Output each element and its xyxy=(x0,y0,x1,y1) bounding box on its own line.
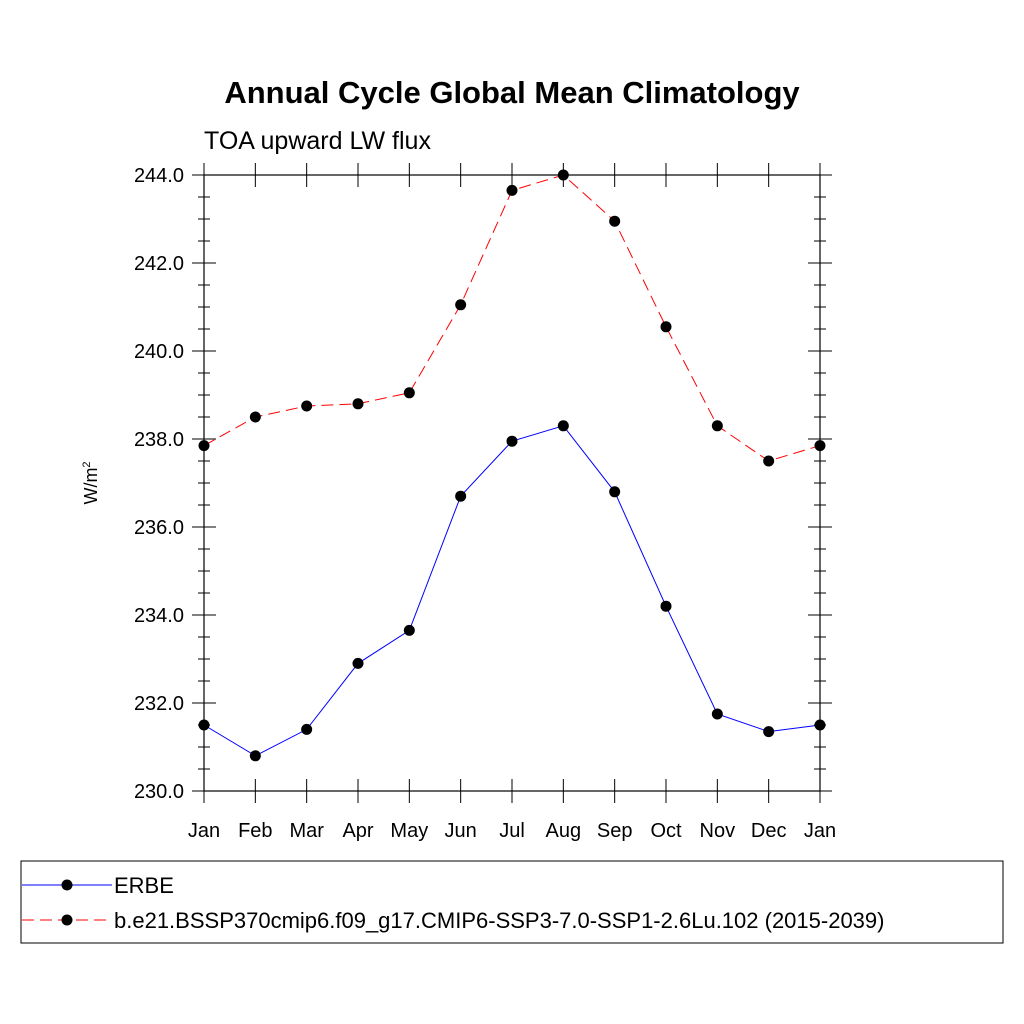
y-tick-label: 240.0 xyxy=(134,341,184,363)
x-tick-label: Jan xyxy=(804,820,836,842)
axis-ticks xyxy=(192,163,832,803)
x-tick-labels: Jan Feb Mar Apr May Jun Jul Aug Sep Oct Nov Dec Jan xyxy=(188,820,836,842)
chart-subtitle: TOA upward LW flux xyxy=(204,127,431,155)
x-tick-label: Aug xyxy=(546,820,582,842)
data-point-series-1 xyxy=(301,723,313,735)
y-tick-label: 232.0 xyxy=(134,693,184,715)
y-tick-label: 230.0 xyxy=(134,781,184,803)
y-axis-label-unit: W/m xyxy=(81,468,101,505)
series-line-2 xyxy=(203,174,821,462)
data-point-series-1 xyxy=(711,708,723,720)
chart-title: Annual Cycle Global Mean Climatology xyxy=(224,75,800,110)
data-point-series-2 xyxy=(557,169,569,181)
data-point-series-2 xyxy=(711,420,723,432)
data-point-series-1 xyxy=(814,719,826,731)
data-point-series-2 xyxy=(814,440,826,452)
data-point-series-1 xyxy=(352,657,364,669)
data-point-series-2 xyxy=(301,400,313,412)
legend-box xyxy=(20,860,1004,944)
data-point-series-1 xyxy=(249,750,261,762)
y-tick-label: 244.0 xyxy=(134,165,184,187)
data-point-series-1 xyxy=(557,420,569,432)
y-tick-label: 238.0 xyxy=(134,429,184,451)
data-point-series-1 xyxy=(609,486,621,498)
legend-marker-1 xyxy=(61,879,73,891)
data-point-series-1 xyxy=(660,600,672,612)
data-point-series-1 xyxy=(198,719,210,731)
y-tick-label: 236.0 xyxy=(134,517,184,539)
x-tick-label: Apr xyxy=(342,820,373,842)
data-point-series-2 xyxy=(609,215,621,227)
data-point-series-2 xyxy=(403,387,415,399)
data-point-series-2 xyxy=(763,455,775,467)
y-axis-label: W/m2 xyxy=(81,461,101,504)
x-tick-label: Nov xyxy=(700,820,736,842)
data-point-series-2 xyxy=(506,184,518,196)
x-tick-label: Feb xyxy=(238,820,272,842)
x-tick-label: May xyxy=(390,820,428,842)
data-point-series-2 xyxy=(660,321,672,333)
y-tick-label: 242.0 xyxy=(134,253,184,275)
legend-label-2: b.e21.BSSP370cmip6.f09_g17.CMIP6-SSP3-7.… xyxy=(114,908,884,933)
y-axis-label-superscript: 2 xyxy=(81,461,93,467)
plot-frame xyxy=(203,174,821,792)
data-point-series-2 xyxy=(455,299,467,311)
y-tick-labels: 230.0 232.0 234.0 236.0 238.0 240.0 242.0 244.0 xyxy=(134,165,184,803)
y-tick-label: 234.0 xyxy=(134,605,184,627)
data-point-series-2 xyxy=(198,440,210,452)
series-line-1 xyxy=(203,425,821,757)
legend: ERBE b.e21.BSSP370cmip6.f09_g17.CMIP6-SSP… xyxy=(20,860,1004,944)
legend-marker-2 xyxy=(61,914,73,926)
data-point-series-1 xyxy=(455,490,467,502)
data-point-series-1 xyxy=(763,726,775,738)
data-point-series-2 xyxy=(352,398,364,410)
x-tick-label: Oct xyxy=(650,820,682,842)
x-tick-label: Jun xyxy=(445,820,477,842)
data-point-series-1 xyxy=(403,624,415,636)
x-tick-label: Dec xyxy=(751,820,787,842)
x-tick-label: Jul xyxy=(499,820,525,842)
legend-label-1: ERBE xyxy=(114,873,174,898)
data-point-series-2 xyxy=(249,411,261,423)
x-tick-label: Sep xyxy=(597,820,633,842)
series-group xyxy=(198,169,826,762)
data-point-series-1 xyxy=(506,435,518,447)
x-tick-label: Jan xyxy=(188,820,220,842)
x-tick-label: Mar xyxy=(289,820,324,842)
